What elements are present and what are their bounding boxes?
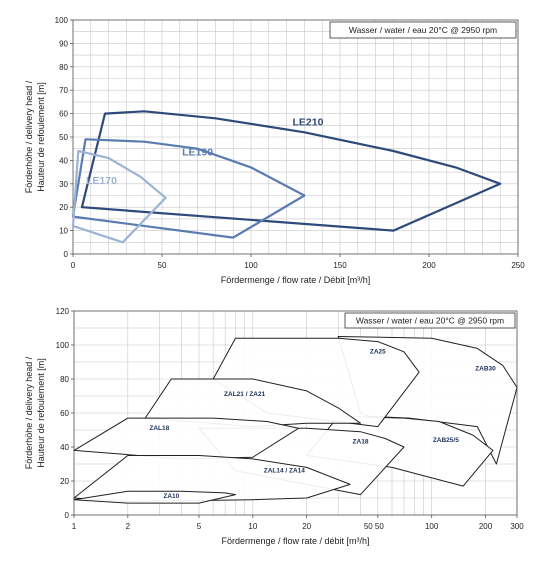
y-tick-label: 0 (65, 511, 70, 520)
x-tick-label: 200 (422, 261, 436, 270)
y-tick-label: 0 (64, 250, 69, 259)
x-tick-label: 50 50 (364, 522, 385, 531)
x-tick-label: 0 (71, 261, 76, 270)
x-tick-label: 200 (479, 522, 493, 531)
y-tick-label: 80 (60, 375, 69, 384)
y-tick-label: 40 (60, 443, 69, 452)
x-tick-label: 2 (126, 522, 131, 531)
x-tick-label: 100 (425, 522, 439, 531)
region-label: ZAB30 (475, 366, 496, 373)
region-le170 (71, 149, 167, 244)
x-axis-label: Fördermenge / flow rate / débit [m³/h] (221, 536, 369, 546)
region-zal18 (73, 417, 299, 460)
y-tick-label: 100 (55, 16, 69, 25)
region-le190 (71, 138, 306, 239)
y-tick-label: 90 (59, 39, 68, 48)
y-axis-label: Hauteur de refoulement [m] (36, 82, 46, 192)
y-tick-label: 70 (59, 86, 68, 95)
y-tick-label: 100 (56, 341, 70, 350)
y-axis-label: Hauteur de refoulement [m] (36, 358, 46, 468)
x-tick-label: 150 (333, 261, 347, 270)
x-tick-label: 20 (302, 522, 311, 531)
region-label: ZAB25/5 (433, 437, 459, 444)
condition-note-box (344, 312, 516, 329)
region-label: ZAL18 (149, 425, 169, 432)
region-label: ZA10 (163, 493, 179, 500)
y-tick-label: 60 (60, 409, 69, 418)
y-tick-label: 20 (60, 477, 69, 486)
region-label: LE190 (182, 147, 213, 159)
y-tick-label: 20 (59, 203, 68, 212)
y-axis-label: Förderhöhe / delivery head / (24, 356, 34, 469)
region-label: LE210 (292, 116, 323, 128)
x-tick-label: 5 (197, 522, 202, 531)
y-tick-label: 50 (59, 133, 68, 142)
region-le210 (80, 110, 502, 232)
condition-note-box (329, 21, 517, 39)
region-label: ZA18 (353, 439, 369, 446)
x-axis-label: Fördermenge / flow rate / Débit [m³/h] (221, 275, 371, 285)
x-tick-label: 250 (511, 261, 525, 270)
y-tick-label: 80 (59, 63, 68, 72)
y-tick-label: 30 (59, 180, 68, 189)
y-tick-label: 10 (59, 227, 68, 236)
region-label: LE170 (86, 175, 117, 187)
y-tick-label: 40 (59, 156, 68, 165)
condition-note: Wasser / water / eau 20°C @ 2950 rpm (349, 25, 497, 35)
chart-2: 0 20 40 60 80 100 120 1 2 5 10 20 50 50 100 200 300 ZAB3… (24, 307, 524, 546)
y-axis-label: Förderhöhe / delivery head / (24, 80, 34, 193)
x-tick-label: 300 (510, 522, 524, 531)
x-tick-label: 10 (248, 522, 257, 531)
condition-note: Wasser / water / eau 20°C @ 2950 rpm (356, 316, 504, 326)
region-za10 (73, 490, 236, 504)
y-tick-label: 60 (59, 110, 68, 119)
x-tick-label: 100 (244, 261, 258, 270)
chart-1: 0 10 20 30 40 50 60 70 80 90 100 0 50 100 150 200 250 LE2… (24, 16, 525, 285)
region-label: ZAL21 / ZA21 (224, 391, 266, 398)
region-label: ZAL14 / ZA14 (264, 468, 306, 475)
x-tick-label: 50 (158, 261, 167, 270)
gridlines (72, 19, 519, 255)
x-tick-label: 1 (72, 522, 77, 531)
region-label: ZA25 (370, 349, 386, 356)
y-tick-label: 120 (56, 307, 70, 316)
